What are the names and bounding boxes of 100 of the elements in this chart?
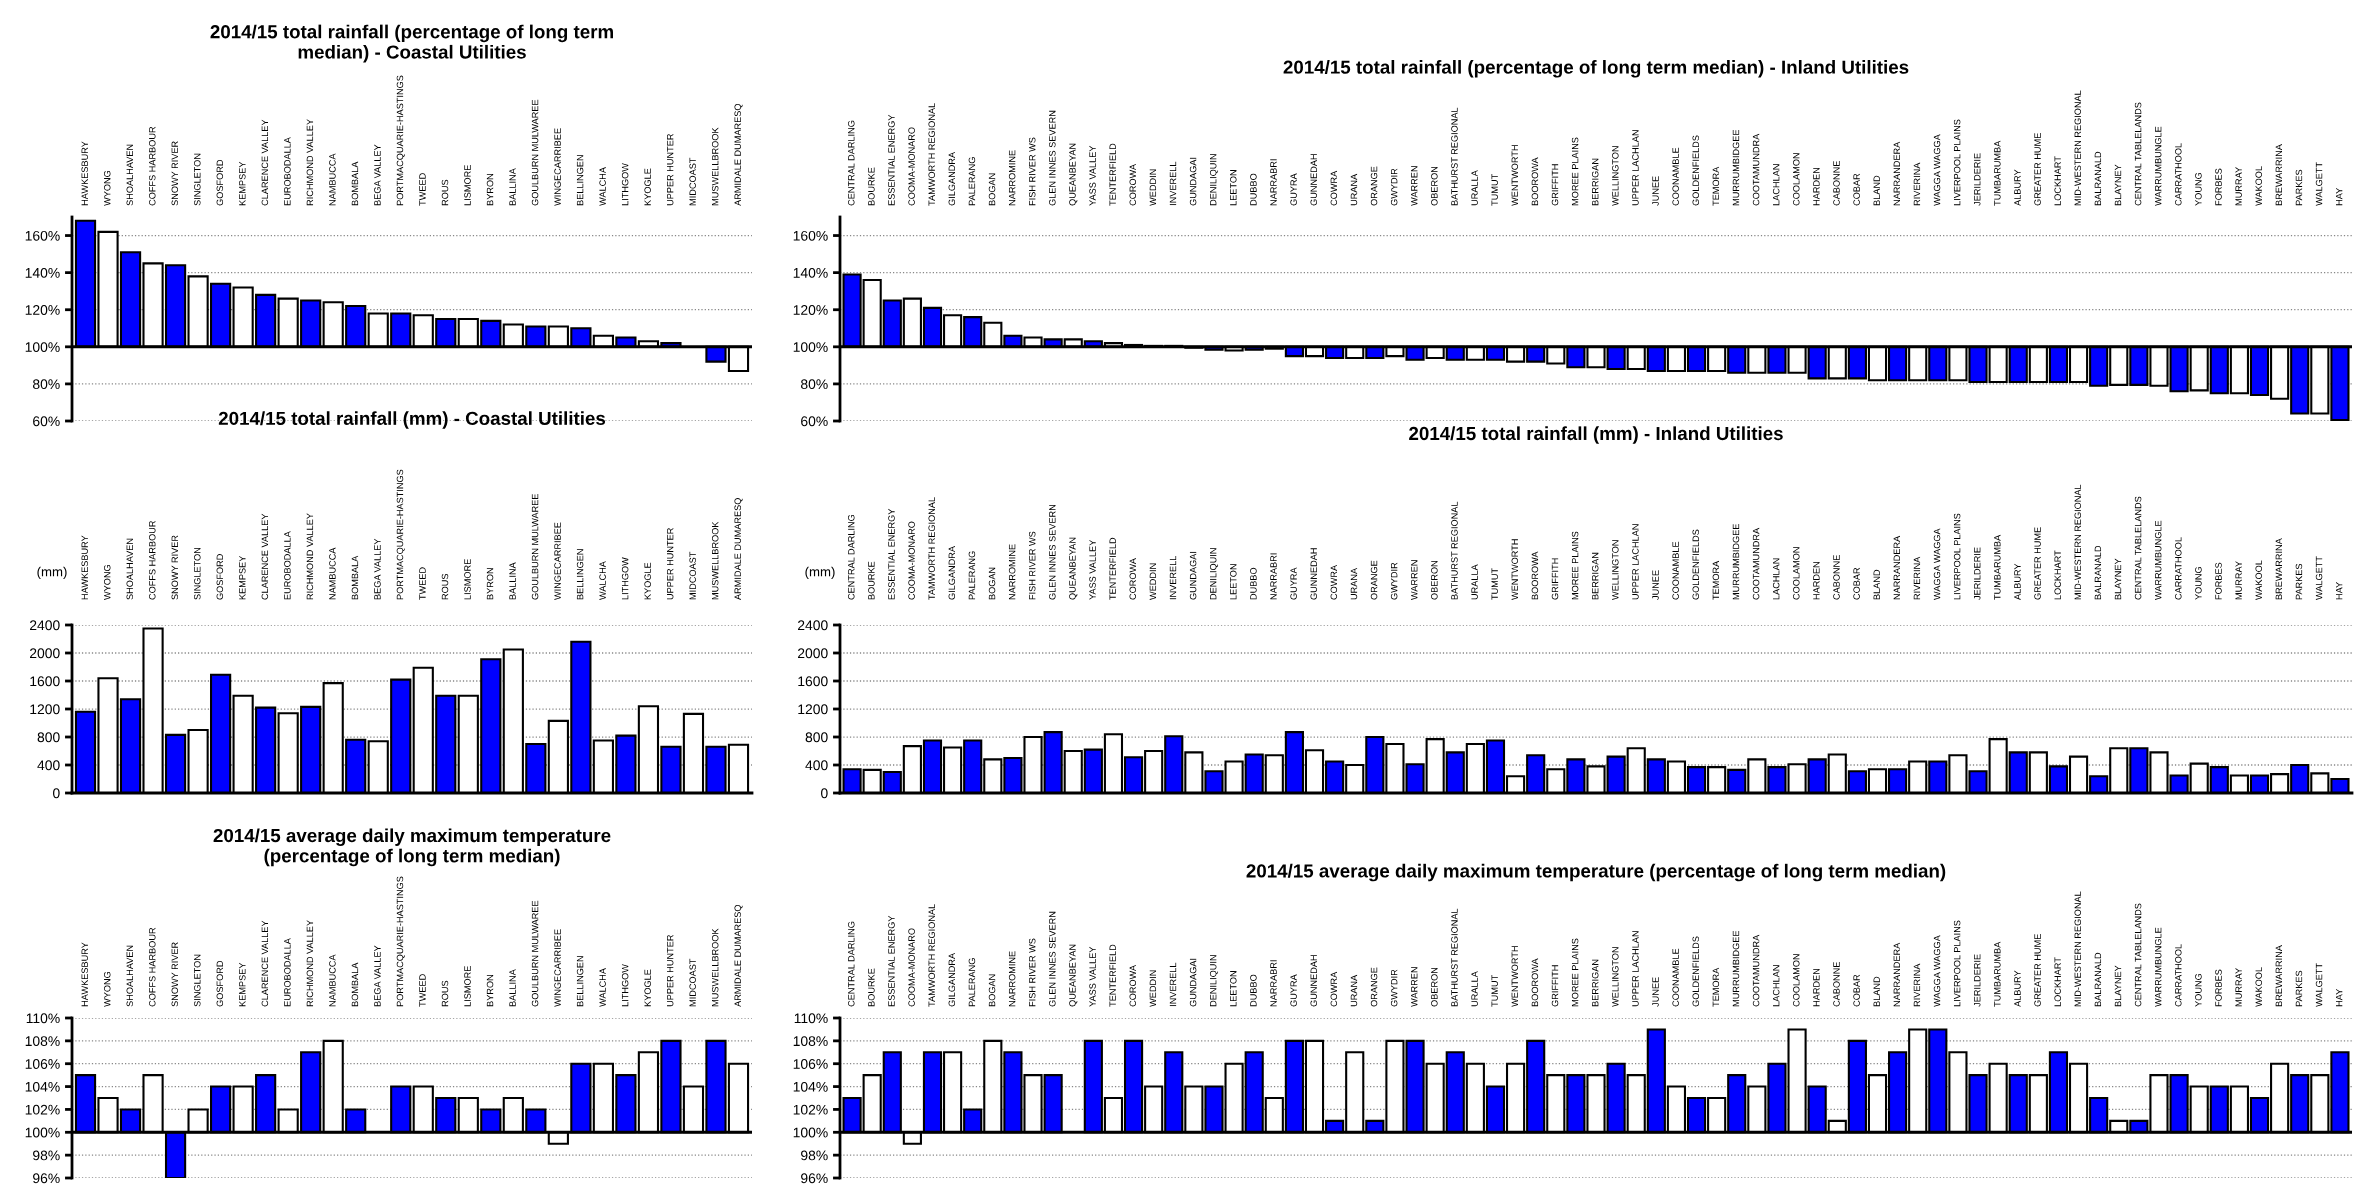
x-tick-label: COOTAMUNDRA (1752, 133, 1760, 206)
x-tick-label: CARRATHOOL (2175, 944, 2182, 1007)
x-tick-label: FORBES (2215, 969, 2222, 1007)
x-tick-label: BEGA VALLEY (374, 538, 381, 600)
x-tick-label: PALERANG (968, 157, 976, 206)
x-tick-label: GWYDIR (1390, 969, 1398, 1007)
x-tick-label: UPPER HUNTER (667, 934, 674, 1007)
y-tick-label: 98% (801, 1150, 828, 1161)
x-tick-label: GOULBURN MULWAREE (531, 900, 539, 1007)
x-tick-label: WARREN (1411, 166, 1418, 206)
x-tick-label: QUEANBEYAN (1069, 944, 1078, 1007)
x-tick-label: GUNDAGAI (1189, 551, 1197, 600)
x-tick-label: WALGETT (2315, 556, 2323, 600)
x-tick-label: BERRIGAN (1591, 552, 1599, 600)
x-tick-label: COWRA (1330, 564, 1338, 600)
y-tick-label: 2000 (30, 648, 60, 659)
x-tick-label: GOULBURN MULWAREE (531, 99, 539, 206)
x-tick-label: TENTERFIELD (1109, 537, 1116, 600)
x-tick-label: LEETON (1230, 971, 1237, 1007)
x-tick-label: BALRANALD (2094, 151, 2102, 206)
x-tick-label: PORTMACQUARIE-HASTINGS (396, 876, 405, 1007)
x-tick-label: WELLINGTON (1612, 540, 1619, 600)
y-tick-label: 96% (801, 1173, 828, 1184)
chart-title: 2014/15 average daily maximum temperature (percentage of long term median) (1246, 863, 1946, 882)
x-tick-label: GILGANDRA (948, 151, 956, 206)
y-tick-label: 0 (53, 788, 60, 799)
y-tick-label: 108% (25, 1036, 60, 1047)
x-tick-label: WINGECARRIBEE (554, 522, 561, 600)
x-tick-label: QUEANBEYAN (1069, 537, 1078, 600)
x-tick-label: MID-WESTERN REGIONAL (2074, 484, 2082, 600)
x-tick-label: NARRANDERA (1893, 141, 1900, 206)
x-tick-label: UPPER HUNTER (667, 133, 674, 206)
x-tick-label: CLARENCE VALLEY (261, 119, 269, 206)
x-tick-label: COBAR (1853, 567, 1860, 600)
x-tick-label: BLAND (1873, 976, 1880, 1007)
x-tick-label: QUEANBEYAN (1069, 143, 1078, 206)
x-tick-label: BOURKE (868, 167, 875, 206)
x-tick-label: BOOROWA (1531, 958, 1539, 1007)
x-tick-label: WYONG (104, 565, 111, 600)
x-tick-label: LACHLAN (1772, 558, 1780, 600)
x-tick-label: WARREN (1411, 967, 1418, 1007)
x-tick-label: PORTMACQUARIE-HASTINGS (396, 469, 405, 600)
x-tick-label: COOMA-MONARO (908, 928, 915, 1007)
x-tick-label: CLARENCE VALLEY (261, 513, 269, 600)
x-tick-label: MOREE PLAINS (1571, 938, 1579, 1007)
x-tick-label: ESSENTIAL ENERGY (888, 915, 895, 1007)
x-tick-label: RIVERINA (1913, 556, 1921, 600)
x-tick-label: HAWKESBURY (81, 141, 88, 206)
x-tick-label: CENTRAL TABLELANDS (2134, 903, 2142, 1007)
x-tick-label: GLEN INNES SEVERN (1049, 911, 1056, 1007)
x-tick-label: WALCHA (599, 968, 606, 1007)
x-tick-label: FISH RIVER WS (1028, 938, 1036, 1007)
x-tick-label: NARRANDERA (1893, 942, 1900, 1007)
x-tick-label: DENILIQUIN (1209, 955, 1219, 1007)
x-tick-label: YOUNG (2195, 172, 2202, 206)
x-tick-label: WAKOOL (2255, 560, 2262, 600)
x-tick-label: WALGETT (2315, 162, 2323, 206)
x-tick-label: SINGLETON (194, 547, 201, 600)
x-tick-label: HAWKESBURY (81, 942, 88, 1007)
x-tick-label: NARRABRI (1270, 960, 1277, 1007)
x-tick-label: WARRUMBUNGLE (2154, 520, 2162, 600)
x-tick-label: WARREN (1411, 560, 1418, 600)
x-tick-label: LACHLAN (1772, 164, 1780, 206)
x-tick-label: URALLA (1471, 971, 1478, 1007)
y-axis-title: (mm) (37, 566, 67, 580)
x-tick-label: COOLAMON (1793, 153, 1800, 206)
chart-title: 2014/15 total rainfall (percentage of long term median) - Coastal Utilities (210, 24, 613, 63)
x-tick-label: GOSFORD (216, 554, 224, 600)
y-tick-label: 80% (33, 379, 60, 390)
x-tick-label: WAGGA WAGGA (1933, 528, 1941, 600)
y-tick-label: 60% (33, 416, 60, 427)
x-tick-label: DUBBO (1250, 974, 1257, 1007)
x-tick-label: GREATER HUME (2034, 934, 2041, 1007)
x-tick-label: WARRUMBUNGLE (2154, 126, 2162, 206)
x-tick-label: OBERON (1431, 967, 1438, 1007)
x-tick-label: KEMPSEY (239, 962, 246, 1007)
x-tick-label: CARRATHOOL (2175, 537, 2182, 600)
y-tick-label: 104% (793, 1081, 828, 1092)
x-tick-label: LISMORE (464, 966, 471, 1007)
x-tick-label: GOULBURN MULWAREE (531, 493, 539, 600)
x-tick-label: COWRA (1330, 971, 1338, 1007)
x-tick-label: BOMBALA (351, 161, 359, 206)
y-tick-label: 98% (33, 1150, 60, 1161)
x-tick-label: WALCHA (599, 561, 606, 600)
x-tick-label: WAGGA WAGGA (1933, 935, 1941, 1007)
x-tick-label: DENILIQUIN (1209, 154, 1219, 206)
x-tick-label: KEMPSEY (239, 555, 246, 600)
x-tick-label: OBERON (1431, 166, 1438, 206)
y-tick-label: 110% (26, 1013, 60, 1024)
x-tick-label: BOGAN (988, 567, 996, 600)
x-tick-label: NAMBUCCA (329, 954, 336, 1007)
x-tick-label: LITHGOW (621, 964, 629, 1007)
x-tick-label: YASS VALLEY (1089, 946, 1096, 1007)
x-tick-label: MUSWELLBROOK (711, 928, 719, 1007)
x-tick-label: TUMUT (1491, 568, 1498, 600)
x-tick-label: JUNEE (1652, 570, 1659, 600)
x-tick-label: SNOWY RIVER (171, 942, 179, 1007)
y-tick-label: 400 (805, 760, 828, 771)
x-tick-label: YOUNG (2195, 973, 2202, 1007)
x-tick-label: BATHURST REGIONAL (1451, 501, 1458, 600)
